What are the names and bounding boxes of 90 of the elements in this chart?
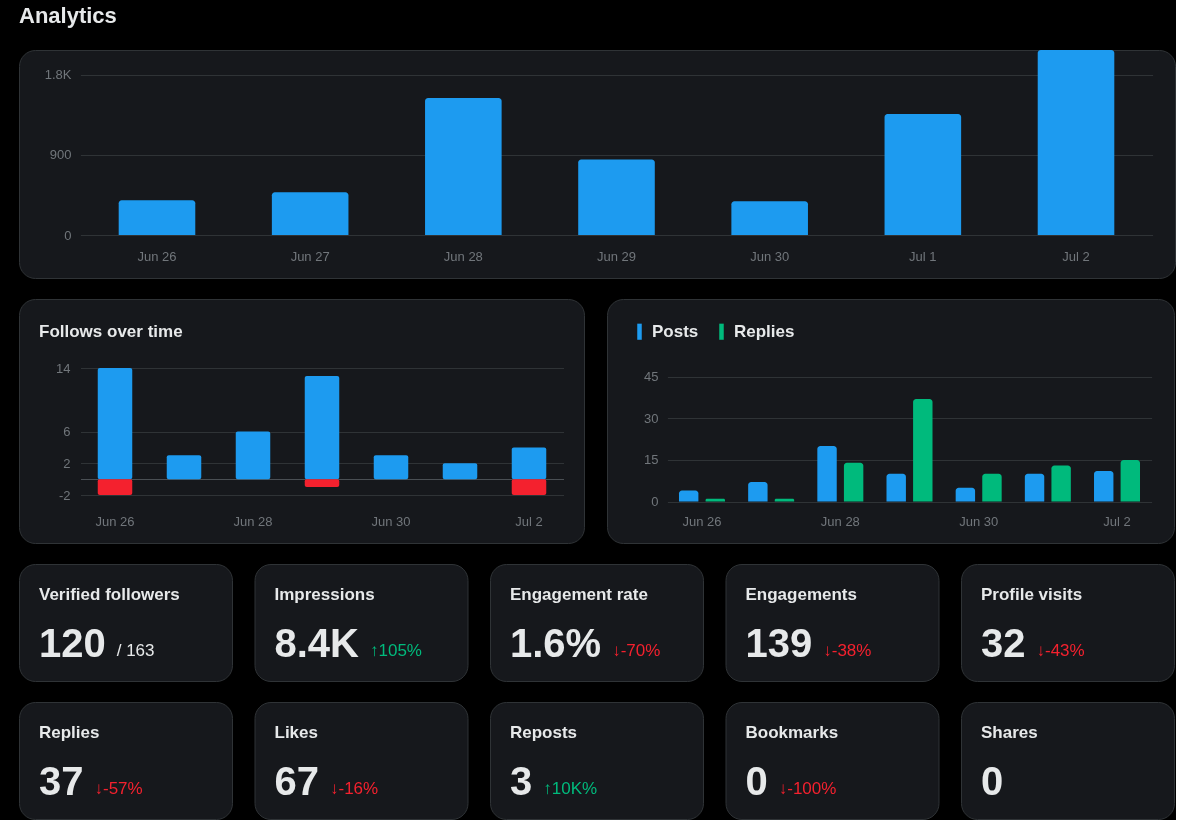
bar bbox=[678, 490, 699, 502]
x-tick-label: Jun 26 bbox=[137, 248, 177, 264]
text: Engagements bbox=[745, 585, 857, 604]
x-tick-label: Jul 2 bbox=[1103, 513, 1131, 529]
y-tick-label: 45 bbox=[644, 369, 659, 385]
x-tick-label: Jun 30 bbox=[750, 248, 790, 264]
bar bbox=[1037, 50, 1115, 235]
text: Verified followers bbox=[39, 585, 180, 604]
text: / 163 bbox=[116, 641, 155, 660]
bar bbox=[442, 463, 478, 480]
bar bbox=[705, 498, 725, 502]
text: Shares bbox=[981, 723, 1038, 742]
y-tick-label: 1.8K bbox=[44, 67, 72, 83]
x-tick-label: Jul 2 bbox=[1062, 248, 1090, 264]
text: 32 bbox=[981, 621, 1026, 665]
bar bbox=[97, 368, 133, 480]
bar bbox=[118, 200, 196, 235]
text: Profile visits bbox=[981, 585, 1083, 604]
bar bbox=[843, 462, 864, 502]
text: 37 bbox=[39, 759, 84, 803]
x-tick-label: Jun 28 bbox=[443, 248, 483, 264]
text: Reposts bbox=[510, 723, 578, 742]
bar bbox=[271, 192, 349, 235]
bar bbox=[913, 398, 933, 502]
text: ↑10K% bbox=[543, 779, 598, 798]
bar bbox=[817, 446, 837, 502]
bar bbox=[748, 482, 768, 502]
bar bbox=[511, 479, 547, 495]
bar bbox=[511, 447, 547, 480]
text: ↑105% bbox=[369, 641, 422, 660]
y-tick-label: 30 bbox=[644, 410, 659, 426]
bar bbox=[1120, 459, 1141, 502]
bar bbox=[166, 455, 202, 480]
text: Impressions bbox=[274, 585, 375, 604]
bar bbox=[884, 114, 962, 235]
x-tick-label: Jun 28 bbox=[233, 513, 273, 529]
text: 1.6% bbox=[510, 621, 602, 665]
x-tick-label: Jul 1 bbox=[909, 248, 937, 264]
text: ↓-57% bbox=[94, 779, 143, 798]
bar bbox=[373, 455, 409, 480]
bar bbox=[886, 473, 906, 502]
x-tick-label: Jun 28 bbox=[820, 513, 860, 529]
text: 0 bbox=[745, 759, 768, 803]
text: 3 bbox=[510, 759, 533, 803]
text: Replies bbox=[39, 723, 100, 742]
text: Likes bbox=[274, 723, 318, 742]
text: ↓-16% bbox=[329, 779, 379, 798]
legend-label: Replies bbox=[734, 321, 795, 341]
text: ↓-100% bbox=[778, 779, 837, 798]
x-tick-label: Jun 26 bbox=[95, 513, 135, 529]
x-tick-label: Jun 30 bbox=[959, 513, 999, 529]
legend-label: Posts bbox=[652, 321, 699, 341]
text: ↓-43% bbox=[1036, 641, 1085, 660]
bar bbox=[578, 159, 655, 235]
y-tick-label: -2 bbox=[58, 487, 71, 503]
text: Bookmarks bbox=[745, 723, 839, 742]
text: 67 bbox=[274, 759, 319, 803]
x-tick-label: Jul 2 bbox=[515, 513, 543, 529]
text: 139 bbox=[745, 621, 813, 665]
chart-title: Follows over time bbox=[39, 322, 183, 341]
x-tick-label: Jun 29 bbox=[596, 248, 637, 264]
bar bbox=[774, 498, 795, 502]
text: Engagement rate bbox=[510, 585, 648, 604]
bar bbox=[955, 487, 976, 502]
text: 0 bbox=[981, 759, 1004, 803]
y-tick-label: 0 bbox=[64, 227, 72, 243]
y-tick-label: 15 bbox=[644, 452, 659, 468]
bar bbox=[1051, 465, 1071, 502]
bar bbox=[235, 431, 271, 480]
bar bbox=[304, 479, 340, 488]
text: ↓-70% bbox=[612, 641, 661, 660]
chart-title: Analytics bbox=[19, 3, 117, 28]
bar bbox=[425, 98, 502, 235]
x-tick-label: Jun 26 bbox=[682, 513, 722, 529]
x-tick-label: Jun 30 bbox=[371, 513, 411, 529]
bar bbox=[1094, 470, 1114, 502]
text: ↓-38% bbox=[823, 641, 872, 660]
x-tick-label: Jun 27 bbox=[290, 248, 330, 264]
y-tick-label: 6 bbox=[63, 424, 71, 439]
bar bbox=[731, 201, 808, 235]
text: 120 bbox=[39, 621, 106, 665]
y-tick-label: 900 bbox=[49, 147, 72, 163]
bar bbox=[1024, 473, 1045, 502]
y-tick-label: 14 bbox=[56, 360, 71, 376]
bar bbox=[97, 479, 133, 495]
y-tick-label: 2 bbox=[63, 455, 71, 471]
bar bbox=[304, 375, 340, 480]
y-tick-label: 0 bbox=[651, 494, 659, 509]
bar bbox=[982, 473, 1002, 502]
text: 8.4K bbox=[274, 621, 360, 665]
